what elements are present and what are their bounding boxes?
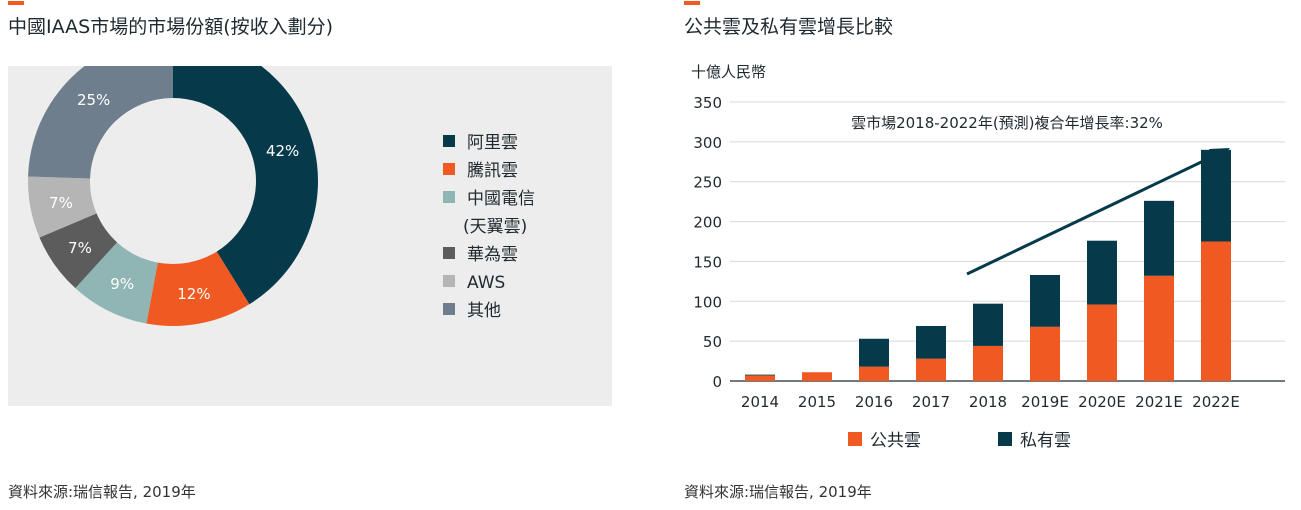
pie-chart-panel: 42% 12% 9% 7% 7% 25% 阿里雲騰訊雲中國電信 (天翼雲) 華為雲 AWS 其他 xyxy=(8,36,612,406)
bar-chart-source: 資料來源:瑞信報告, 2019年 xyxy=(684,483,872,501)
legend-label: 華為雲 xyxy=(467,245,518,265)
legend-swatch xyxy=(443,163,455,175)
bar-private-cloud xyxy=(1030,274,1060,327)
pie-data-label: 7% xyxy=(68,239,92,257)
pie-data-label: 25% xyxy=(77,91,110,109)
bar-public-cloud xyxy=(916,358,946,381)
bar-public-cloud xyxy=(1144,275,1174,381)
pie-slice xyxy=(75,242,158,324)
y-tick-label: 200 xyxy=(693,214,722,232)
y-tick-label: 100 xyxy=(693,293,722,311)
pie-data-label: 7% xyxy=(49,194,73,212)
x-tick-label: 2016 xyxy=(855,393,893,411)
bar-public-cloud xyxy=(745,375,775,381)
bar-public-cloud xyxy=(1201,241,1231,381)
legend-label: 阿里雲 xyxy=(467,133,518,153)
legend-swatch xyxy=(443,135,455,147)
legend-swatch xyxy=(443,247,455,259)
bar-public-cloud xyxy=(1030,326,1060,381)
y-tick-label: 350 xyxy=(693,94,722,112)
x-tick-label: 2020E xyxy=(1078,393,1126,411)
legend-label: 其他 xyxy=(467,301,501,321)
left-accent-bar xyxy=(8,1,24,5)
bar-public-cloud xyxy=(859,366,889,381)
legend-swatch xyxy=(998,432,1012,446)
legend-swatch xyxy=(443,275,455,287)
bar-chart: 十億人民幣 0 50 100 150 200 250 300 350 雲市場2018-2022年(… xyxy=(691,63,1285,451)
bar-private-cloud xyxy=(1087,240,1117,305)
y-tick-label: 0 xyxy=(712,373,722,391)
pie-data-label: 9% xyxy=(110,275,134,293)
x-tick-label: 2019E xyxy=(1021,393,1069,411)
legend-label: 中國電信 xyxy=(467,189,535,209)
pie-data-label: 12% xyxy=(177,285,210,303)
x-tick-label: 2018 xyxy=(969,393,1007,411)
pie-data-label: 42% xyxy=(266,142,299,160)
y-tick-label: 50 xyxy=(703,333,722,351)
pie-slice xyxy=(28,36,173,179)
bar-public-cloud xyxy=(802,372,832,381)
bar-private-cloud xyxy=(1144,200,1174,276)
legend-label: AWS xyxy=(467,273,505,293)
pie-slice xyxy=(146,251,250,326)
x-tick-label: 2022E xyxy=(1192,393,1240,411)
y-axis-title: 十億人民幣 xyxy=(691,63,766,81)
y-tick-label: 300 xyxy=(693,134,722,152)
legend-label: 騰訊雲 xyxy=(467,161,518,181)
bar-public-cloud xyxy=(1087,304,1117,381)
legend-swatch xyxy=(443,303,455,315)
bar-public-cloud xyxy=(973,345,1003,381)
x-tick-label: 2014 xyxy=(741,393,779,411)
legend-label: 私有雲 xyxy=(1020,431,1071,451)
bar-private-cloud xyxy=(973,303,1003,346)
pie-slice xyxy=(39,213,118,289)
bar-private-cloud xyxy=(916,325,946,359)
legend-label: 公共雲 xyxy=(870,431,921,451)
y-tick-label: 250 xyxy=(693,174,722,192)
growth-arrow-head xyxy=(1209,148,1230,163)
bar-private-cloud xyxy=(1201,149,1231,242)
cagr-annotation: 雲市場2018-2022年(預測)複合年增長率:32% xyxy=(851,114,1163,132)
x-tick-label: 2015 xyxy=(798,393,836,411)
x-tick-label: 2021E xyxy=(1135,393,1183,411)
y-tick-label: 150 xyxy=(693,253,722,271)
legend-swatch xyxy=(443,191,455,203)
growth-arrow xyxy=(966,148,1230,276)
right-accent-bar xyxy=(684,1,700,5)
pie-chart-title: 中國IAAS市場的市場份額(按收入劃分) xyxy=(8,16,334,38)
bar-chart-title: 公共雲及私有雲增長比較 xyxy=(684,16,894,38)
legend-swatch xyxy=(848,432,862,446)
legend-label: (天翼雲) xyxy=(463,217,527,237)
pie-chart-source: 資料來源:瑞信報告, 2019年 xyxy=(8,483,196,501)
growth-arrow-line xyxy=(966,153,1217,276)
x-tick-label: 2017 xyxy=(912,393,950,411)
pie-slice xyxy=(173,36,319,305)
bar-private-cloud xyxy=(859,338,889,367)
bar-private-cloud xyxy=(745,374,775,376)
pie-slice xyxy=(27,176,97,238)
